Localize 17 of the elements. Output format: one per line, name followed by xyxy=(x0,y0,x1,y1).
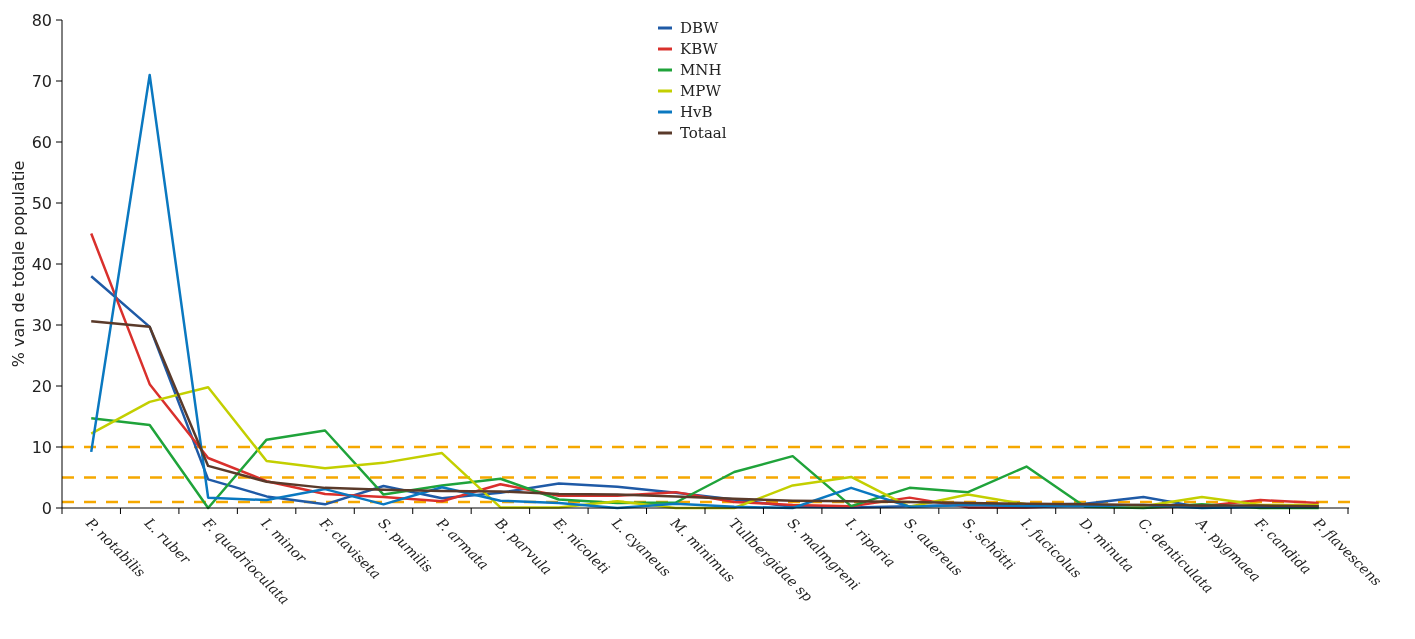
legend-label: MPW xyxy=(680,82,722,101)
y-tick-label: 10 xyxy=(31,437,52,457)
legend-label: MNH xyxy=(680,61,722,80)
y-tick-label: 80 xyxy=(31,10,52,30)
legend-label: Totaal xyxy=(680,124,727,143)
legend-label: KBW xyxy=(680,40,719,59)
y-tick-label: 20 xyxy=(31,376,52,396)
y-tick-label: 60 xyxy=(31,132,52,152)
y-tick-label: 40 xyxy=(31,254,52,274)
y-tick-label: 50 xyxy=(31,193,52,213)
legend-label: HvB xyxy=(680,103,713,122)
y-tick-label: 0 xyxy=(41,498,52,518)
legend-label: DBW xyxy=(680,19,720,38)
y-tick-label: 70 xyxy=(31,71,52,91)
line-series xyxy=(89,320,1321,508)
y-axis-title: % van de totale populatie xyxy=(9,160,28,368)
y-tick-label: 30 xyxy=(31,315,52,335)
